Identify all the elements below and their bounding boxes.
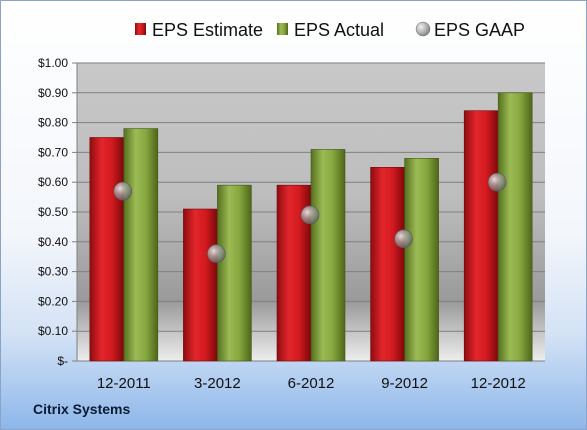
y-tick-label: $1.00 xyxy=(38,56,68,70)
legend: EPS Estimate EPS Actual EPS GAAP xyxy=(135,20,525,40)
y-tick-label: $0.60 xyxy=(38,175,68,189)
y-tick-label: $0.30 xyxy=(38,265,68,279)
x-tick-label: 3-2012 xyxy=(194,375,241,392)
bar-eps-estimate xyxy=(89,137,125,362)
y-tick-label: $0.50 xyxy=(38,205,68,219)
company-name: Citrix Systems xyxy=(33,401,131,417)
y-tick-label: $0.90 xyxy=(38,86,68,100)
bar-eps-actual xyxy=(497,92,533,362)
legend-label: EPS Estimate xyxy=(152,20,263,40)
y-tick-label: $- xyxy=(57,354,68,368)
marker-eps-gaap xyxy=(394,229,413,249)
y-tick-label: $0.20 xyxy=(38,294,68,308)
marker-eps-gaap xyxy=(300,205,320,225)
gaap-markers xyxy=(113,172,507,264)
marker-eps-gaap xyxy=(113,181,133,201)
legend-label: EPS Actual xyxy=(294,20,384,40)
x-tick-label: 12-2011 xyxy=(97,375,151,392)
bars xyxy=(89,92,533,362)
legend-swatch xyxy=(415,21,431,37)
marker-eps-gaap xyxy=(487,172,507,192)
bar-eps-estimate xyxy=(183,208,218,362)
bar-eps-estimate xyxy=(370,167,405,362)
legend-swatch xyxy=(277,23,288,35)
y-tick-label: $0.10 xyxy=(38,324,68,338)
y-tick-label: $0.70 xyxy=(38,145,68,159)
bar-eps-estimate xyxy=(463,110,499,362)
bar-eps-actual xyxy=(310,149,346,362)
legend-label: EPS GAAP xyxy=(434,20,525,40)
y-axis-ticks: $- $0.10 $0.20 $0.30 $0.40 $0.50 $0.60 $0.70 $0.… xyxy=(38,56,68,368)
bar-eps-actual xyxy=(404,158,439,362)
bar-eps-actual xyxy=(123,128,159,362)
y-tick-label: $0.80 xyxy=(38,116,68,130)
marker-eps-gaap xyxy=(207,244,226,264)
x-tick-label: 9-2012 xyxy=(381,375,428,392)
x-tick-label: 12-2012 xyxy=(471,375,526,392)
x-axis-ticks: 12-2011 3-2012 6-2012 9-2012 12-2012 xyxy=(97,375,526,392)
x-tick-label: 6-2012 xyxy=(288,375,335,392)
y-tick-label: $0.40 xyxy=(38,235,68,249)
legend-swatch xyxy=(135,23,146,35)
bar-eps-actual xyxy=(217,184,252,362)
